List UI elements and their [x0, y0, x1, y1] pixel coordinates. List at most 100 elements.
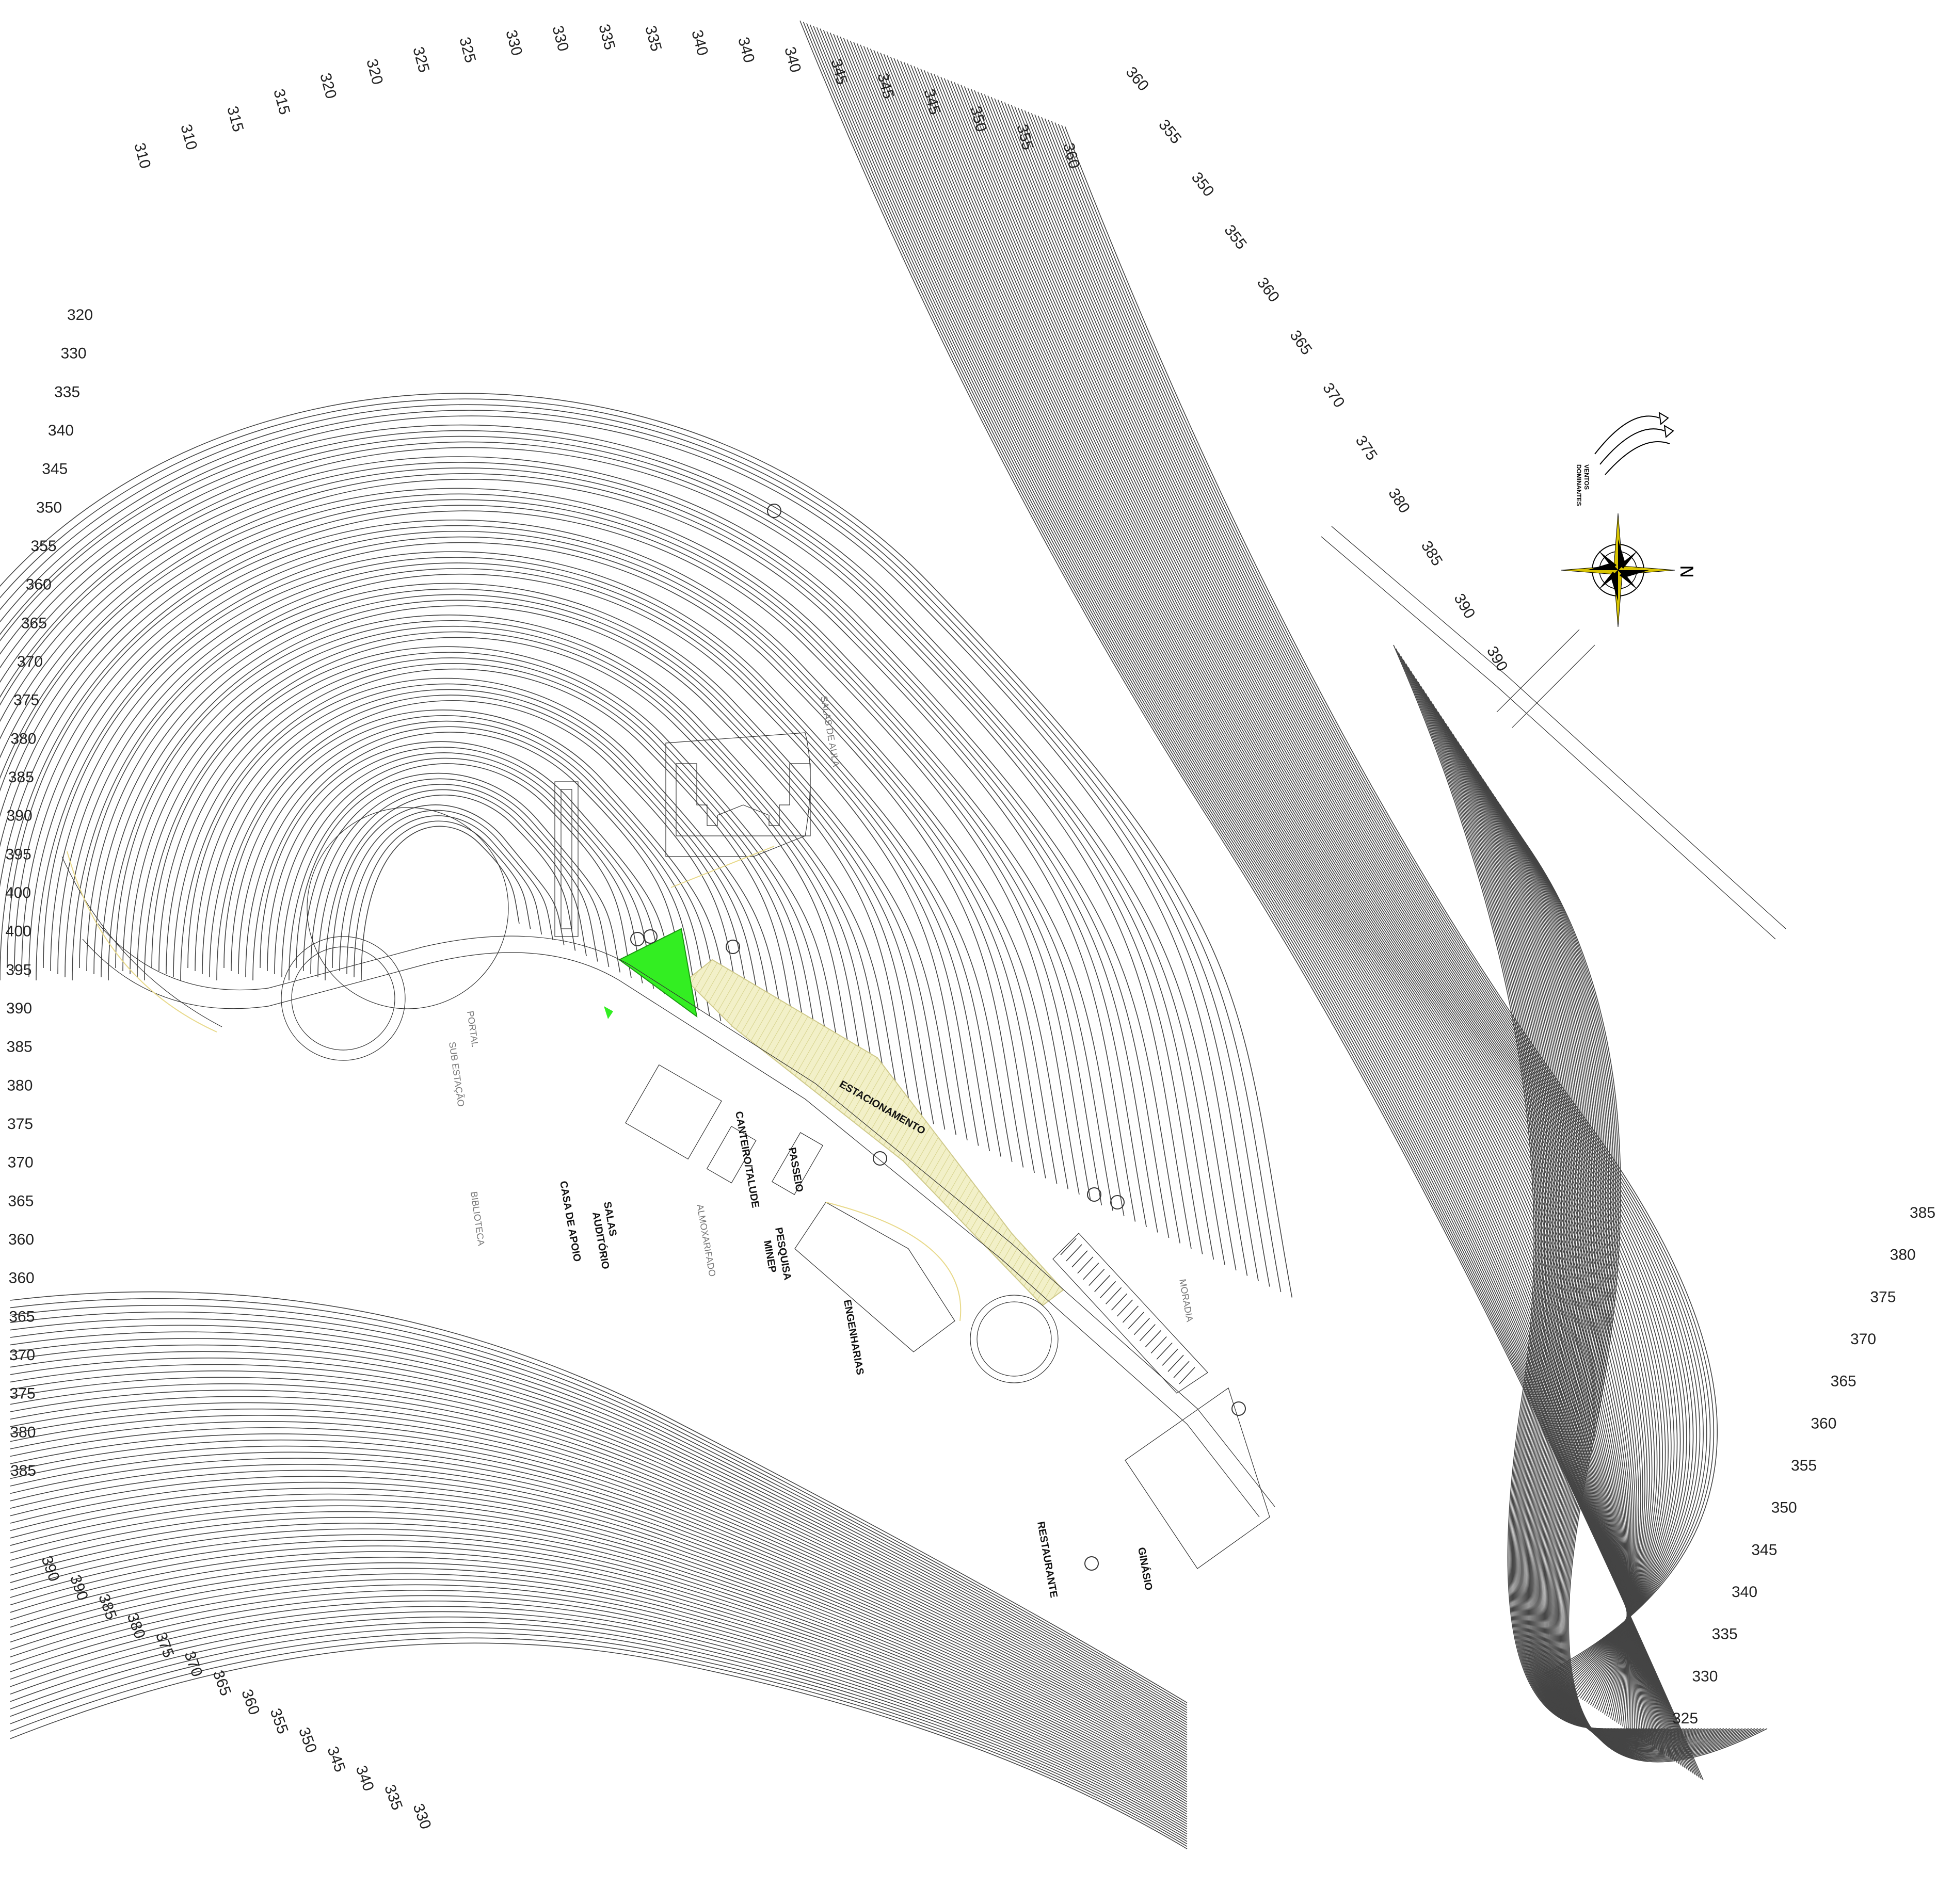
- tree-icon: [1087, 1187, 1101, 1202]
- elevation-label: 330: [60, 345, 86, 362]
- hatch-line: [1150, 1336, 1167, 1353]
- contour-line: [0, 488, 1125, 1217]
- contour-line: [967, 87, 1636, 1714]
- elevation-label: 355: [1221, 222, 1250, 253]
- elevation-label: 360: [1123, 63, 1152, 94]
- elevation-label: 385: [1910, 1204, 1935, 1221]
- roundabout-west-inner: [291, 946, 395, 1051]
- wind-label-line1: VENTOS: [1583, 464, 1590, 490]
- contour-line: [10, 1402, 1188, 1746]
- contour-line: [173, 663, 811, 1065]
- contour-line: [0, 435, 1214, 1260]
- contour-line: [130, 625, 878, 1098]
- elevation-label: 380: [10, 1424, 36, 1441]
- elevation-label: 355: [1155, 116, 1184, 147]
- elevation-label: 390: [1483, 643, 1511, 674]
- auditorio-building: [625, 1064, 722, 1160]
- label-moradia: MORADIA: [1177, 1278, 1195, 1322]
- contour-line: [867, 47, 1663, 1754]
- hatch-line: [1116, 1299, 1133, 1317]
- contour-line: [10, 1318, 1188, 1713]
- contour-line: [833, 34, 1684, 1767]
- contour-lines: [0, 20, 1768, 1849]
- contour-line: [937, 75, 1628, 1725]
- contour-line: [0, 456, 1181, 1244]
- elevation-label: 400: [5, 884, 31, 901]
- hatch-line: [1167, 1354, 1184, 1372]
- portal-circle: [307, 807, 509, 1009]
- contour-line: [108, 605, 912, 1114]
- contour-line: [954, 82, 1630, 1719]
- contour-line: [310, 784, 598, 975]
- contour-line: [28, 536, 1035, 1173]
- passeio-box: [772, 1132, 823, 1195]
- contour-line: [10, 1551, 1188, 1808]
- elevation-label: 315: [270, 87, 293, 117]
- contour-line: [1037, 116, 1690, 1686]
- tree-icon: [1231, 1401, 1246, 1416]
- contour-line: [856, 43, 1670, 1758]
- elevation-label: 345: [42, 461, 68, 478]
- salas-de-aula-pad: [665, 732, 811, 857]
- contour-line: [1064, 126, 1718, 1675]
- tree-icon: [643, 929, 658, 944]
- label-ginasio: GINÁSIO: [1135, 1546, 1155, 1591]
- elevation-label: 335: [381, 1782, 406, 1812]
- contour-line: [137, 631, 867, 1092]
- contour-line: [1517, 830, 1755, 1758]
- contour-line: [1422, 689, 1638, 1732]
- contour-line: [1420, 685, 1635, 1731]
- contour-line: [1007, 103, 1663, 1698]
- contour-line: [970, 89, 1638, 1712]
- label-passeio: PASSEIO: [786, 1147, 805, 1193]
- site-boundary-ne-2: [1331, 526, 1786, 929]
- wind-label-line2: DOMINANTES: [1575, 464, 1582, 506]
- tree-icon: [1084, 1556, 1099, 1571]
- label-biblioteca: BIBLIOTECA: [469, 1191, 487, 1247]
- contour-line: [10, 1481, 1188, 1778]
- elevation-label: 335: [595, 22, 618, 52]
- contour-line: [122, 620, 889, 1103]
- contour-line: [10, 1344, 1188, 1723]
- elevation-label: 385: [10, 1462, 36, 1479]
- contour-line: [10, 1451, 1188, 1765]
- elevation-label: 325: [1672, 1710, 1698, 1727]
- contour-line: [115, 615, 901, 1108]
- contour-line: [10, 1557, 1188, 1810]
- contour-line: [332, 804, 565, 969]
- hatch-line: [1128, 1312, 1144, 1329]
- elevation-label: 350: [36, 499, 62, 516]
- contour-line: [984, 94, 1645, 1707]
- contour-line: [10, 1464, 1188, 1770]
- contour-line: [209, 695, 755, 1038]
- contour-line: [10, 1390, 1188, 1740]
- contour-line: [223, 709, 733, 1027]
- contour-line: [1031, 113, 1684, 1688]
- contour-line: [0, 424, 1237, 1271]
- contour-line: [10, 1523, 1188, 1795]
- elevation-label: 385: [7, 1039, 33, 1056]
- contour-line: [10, 1439, 1188, 1761]
- elevation-label: 340: [734, 35, 758, 64]
- label-cantero-talude: CANTEIRO/TALUDE: [733, 1110, 761, 1209]
- contour-line: [10, 1516, 1188, 1793]
- contour-line: [317, 789, 587, 978]
- elevation-label: 395: [6, 846, 31, 863]
- contour-line: [947, 79, 1629, 1721]
- contour-line: [10, 1611, 1188, 1835]
- contour-line: [354, 820, 531, 978]
- elevation-label: 370: [9, 1347, 35, 1364]
- contour-line: [281, 757, 643, 983]
- label-restaurante: RESTAURANTE: [1035, 1521, 1060, 1599]
- contour-line: [10, 1632, 1188, 1845]
- long-building: [554, 781, 579, 937]
- contour-line: [803, 22, 1702, 1779]
- contour-line: [10, 1338, 1188, 1721]
- contour-line: [1403, 659, 1613, 1730]
- contour-line: [981, 93, 1643, 1708]
- contour-line: [1527, 845, 1768, 1763]
- contour-line: [10, 1325, 1188, 1716]
- elevation-label: 360: [9, 1270, 35, 1287]
- contour-line: [1509, 819, 1746, 1756]
- contour-line: [0, 441, 1203, 1254]
